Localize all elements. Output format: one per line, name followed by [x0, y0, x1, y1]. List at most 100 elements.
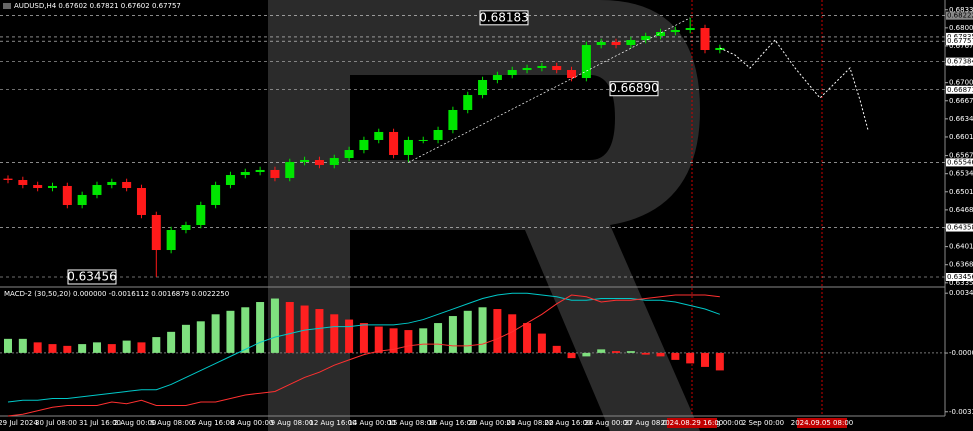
- histogram-bar: [612, 351, 621, 353]
- x-tick-label: Aug 00:00: [707, 419, 743, 427]
- candle-body: [433, 129, 443, 140]
- annotation-box: [67, 269, 117, 285]
- histogram-bar: [48, 344, 57, 353]
- candle-body: [700, 28, 710, 51]
- candle-body: [314, 159, 324, 165]
- macd-line: [7, 294, 720, 417]
- histogram-bar: [656, 352, 665, 357]
- trend-line: [408, 17, 691, 163]
- histogram-bar: [122, 340, 131, 353]
- candle-body: [374, 131, 384, 140]
- annotation-label: 0.68183: [479, 10, 529, 24]
- level-label: 0.63456: [947, 273, 973, 281]
- candle-body: [522, 67, 532, 71]
- candle-body: [3, 178, 13, 181]
- candle-body: [47, 185, 57, 189]
- candle-body: [448, 109, 458, 130]
- candle-body: [151, 214, 161, 251]
- x-tick-label: 2 Aug 00:00: [114, 419, 157, 427]
- macd-line: [7, 292, 721, 403]
- histogram-bar: [92, 342, 101, 353]
- candle-body: [344, 150, 354, 159]
- histogram-bar: [78, 344, 87, 353]
- candle-body: [537, 66, 547, 68]
- histogram-bar: [211, 314, 220, 353]
- candle-body: [77, 194, 87, 206]
- histogram-bar: [181, 324, 190, 353]
- candle-body: [403, 139, 413, 156]
- histogram-bar: [419, 328, 428, 353]
- histogram-bar: [137, 342, 146, 353]
- histogram-bar: [626, 351, 635, 353]
- histogram-bar: [374, 326, 383, 353]
- chart-header: AUDUSD,H4 0.67602 0.67821 0.67602 0.6775…: [14, 2, 181, 10]
- candle-body: [225, 175, 235, 185]
- watermark-logo: [268, 0, 700, 431]
- annotation-box: [479, 10, 529, 26]
- histogram-bar: [508, 314, 517, 353]
- level-box: [946, 57, 973, 66]
- candle-body: [181, 225, 191, 231]
- x-tick-label: 8 Aug 00:00: [231, 419, 274, 427]
- candle-body: [300, 159, 310, 163]
- candle-body: [166, 230, 176, 251]
- x-tick-label: 29 Jul 2024: [0, 419, 38, 427]
- candle-body: [581, 45, 591, 79]
- histogram-bar: [404, 330, 413, 353]
- x-tick-label: 30 Jul 08:00: [35, 419, 77, 427]
- histogram-bar: [552, 345, 561, 353]
- level-label: 0.64358: [947, 224, 973, 232]
- histogram-bar: [567, 352, 576, 359]
- histogram-bar: [715, 352, 724, 371]
- x-tick-label: 26 Aug 00:00: [584, 419, 631, 427]
- histogram-bar: [226, 310, 235, 353]
- level-box: [946, 272, 973, 281]
- histogram-bar: [285, 302, 294, 353]
- histogram-bar: [196, 321, 205, 353]
- candle-body: [329, 158, 339, 165]
- candle-body: [463, 95, 473, 110]
- forecast-path: [719, 39, 869, 131]
- candle-body: [656, 32, 666, 37]
- histogram-bar: [448, 316, 457, 353]
- candle-body: [626, 40, 636, 46]
- annotation-label: 0.66890: [609, 81, 659, 95]
- cursor-label: 2024.09.05 08:00: [791, 419, 853, 427]
- x-tick-label: 20 Aug 00:00: [468, 419, 515, 427]
- histogram-bar: [671, 352, 680, 360]
- candle-body: [211, 184, 221, 206]
- candle-body: [478, 79, 488, 96]
- candle-body: [196, 205, 206, 226]
- candle-body: [255, 169, 265, 172]
- histogram-bar: [582, 352, 591, 357]
- level-label: 0.68222: [947, 12, 973, 20]
- y-tick-label: -0.003359: [949, 408, 973, 416]
- candle-body: [492, 75, 502, 80]
- x-tick-label: 14 Aug 00:00: [348, 419, 395, 427]
- candle-body: [715, 47, 725, 51]
- candle-body: [670, 29, 680, 33]
- histogram-bar: [270, 298, 279, 353]
- histogram-bar: [597, 349, 606, 353]
- histogram-bar: [63, 345, 72, 353]
- candle-body: [18, 180, 28, 185]
- level-box: [946, 32, 973, 41]
- level-box: [946, 223, 973, 232]
- x-tick-label: 27 Aug 08:00: [624, 419, 671, 427]
- histogram-bar: [434, 323, 443, 353]
- candle-body: [389, 131, 399, 156]
- cursor-box: [667, 418, 717, 428]
- x-tick-label: 31 Jul 16:00: [79, 419, 121, 427]
- level-label: 0.67835: [947, 33, 973, 41]
- candle-body: [507, 70, 517, 76]
- histogram-bar: [33, 342, 42, 353]
- level-box: [946, 158, 973, 167]
